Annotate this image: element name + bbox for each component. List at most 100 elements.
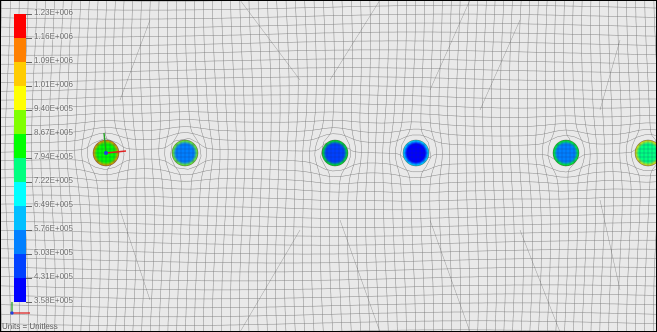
legend-color-band: [14, 14, 26, 39]
mesh-transition-line: [119, 209, 151, 301]
legend-tick-label: 5.76E+005: [34, 224, 73, 233]
mesh-transition-line: [599, 199, 621, 291]
mesh-line: [0, 275, 657, 282]
mesh-line: [284, 0, 290, 332]
mesh-line: [625, 0, 632, 332]
mesh-line: [0, 40, 657, 47]
legend-tick-mark: [26, 38, 32, 39]
legend-tick-mark: [26, 86, 32, 87]
mesh-line: [0, 138, 657, 167]
mesh-line: [275, 0, 281, 332]
legend-tick-mark: [26, 14, 32, 15]
mesh-line: [0, 103, 657, 110]
mesh-line: [140, 0, 146, 332]
mesh-line: [57, 0, 65, 332]
stress-hole: [321, 139, 349, 167]
mesh-line: [0, 239, 657, 246]
mesh-line: [0, 230, 657, 237]
mesh-line: [464, 0, 470, 332]
local-triad-icon: [103, 132, 127, 155]
mesh-line: [0, 22, 657, 29]
mesh-line: [212, 0, 221, 332]
legend-tick-mark: [26, 206, 32, 207]
stress-hole: [402, 139, 430, 167]
legend-color-band: [14, 38, 26, 63]
legend-color-band: [14, 278, 26, 302]
legend-color-band: [14, 206, 26, 231]
mesh-line: [221, 0, 229, 332]
mesh-line: [164, 0, 173, 332]
mesh-line: [631, 0, 641, 332]
legend-tick-label: 7.94E+005: [34, 152, 73, 161]
mesh-line: [0, 168, 657, 178]
mesh-line: [0, 111, 657, 118]
legend-tick-label: 8.67E+005: [34, 128, 73, 137]
legend-color-band: [14, 254, 26, 279]
legend-tick-mark: [26, 62, 32, 63]
mesh-line: [0, 302, 657, 309]
mesh-line: [81, 0, 92, 332]
legend-tick-label: 7.22E+005: [34, 176, 73, 185]
mesh-line: [644, 0, 657, 332]
mesh-line: [0, 76, 657, 83]
legend-tick-label: 1.23E+006: [34, 8, 73, 17]
mesh-transition-line: [339, 219, 381, 332]
mesh-transition-line: [239, 229, 301, 332]
legend-tick-label: 4.31E+005: [34, 272, 73, 281]
mesh-line: [547, 0, 560, 332]
mesh-line: [4, 0, 11, 332]
legend-color-band: [14, 134, 26, 159]
legend-tick-mark: [26, 158, 32, 159]
legend-tick-mark: [26, 254, 32, 255]
mesh-line: [542, 0, 551, 332]
legend-tick-mark: [26, 182, 32, 183]
mesh-line: [0, 311, 657, 318]
legend-color-band: [14, 86, 26, 111]
legend-tick-label: 9.40E+005: [34, 104, 73, 113]
mesh-line: [40, 0, 47, 332]
mesh-line: [49, 0, 56, 332]
mesh-line: [356, 0, 362, 332]
stress-hole: [634, 139, 657, 167]
mesh-line: [473, 0, 479, 332]
legend-tick-mark: [26, 230, 32, 231]
axis-triad-icon: [10, 302, 30, 315]
mesh-line: [248, 0, 254, 332]
mesh-line: [0, 119, 657, 127]
legend-color-band: [14, 230, 26, 255]
mesh-line: [338, 0, 351, 332]
mesh-line: [0, 85, 657, 92]
mesh-line: [382, 0, 389, 332]
mesh-line: [31, 0, 38, 332]
legend-color-band: [14, 110, 26, 135]
legend-color-bar: [14, 14, 26, 302]
mesh-transition-line: [519, 229, 561, 332]
mesh-line: [572, 0, 585, 332]
legend-tick-mark: [26, 278, 32, 279]
mesh-line: [122, 0, 130, 332]
mesh-transition-line: [329, 0, 381, 81]
mesh-line: [0, 158, 657, 173]
mesh-line: [590, 0, 598, 332]
mesh-transition-line: [479, 19, 521, 111]
mesh-line: [365, 0, 371, 332]
mesh-line: [320, 0, 335, 332]
mesh-line: [535, 0, 542, 332]
legend-tick-label: 6.49E+005: [34, 200, 73, 209]
mesh-line: [0, 293, 657, 300]
mesh-line: [266, 0, 272, 332]
mesh-line: [438, 0, 443, 332]
mesh-line: [86, 0, 101, 332]
mesh-line: [617, 0, 623, 332]
legend-tick-label: 3.58E+005: [34, 296, 73, 305]
mesh-line: [518, 0, 524, 332]
mesh-line: [608, 0, 614, 332]
legend-color-band: [14, 62, 26, 87]
mesh-line: [149, 0, 155, 332]
mesh-line: [74, 0, 83, 332]
mesh-line: [0, 49, 657, 56]
mesh-line: [0, 67, 657, 74]
mesh-line: [0, 284, 657, 291]
